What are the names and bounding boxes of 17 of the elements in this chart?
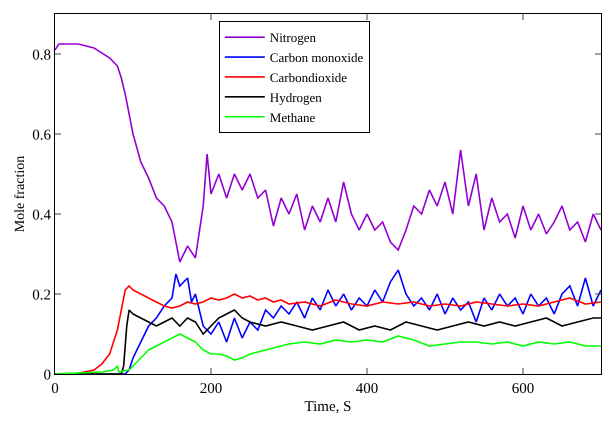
x-tick-label: 200 — [200, 381, 222, 397]
line-series — [55, 43, 601, 263]
y-tick-label: 0 — [44, 367, 51, 384]
y-tick-label: 0.4 — [32, 207, 52, 224]
line-series — [55, 333, 601, 374]
x-tick-label: 600 — [512, 381, 534, 397]
y-axis-title: Mole fraction — [12, 156, 28, 232]
y-tick-label: 0.6 — [32, 127, 52, 144]
x-tick-label: 400 — [356, 381, 378, 397]
legend-label: Carbon monoxide — [270, 50, 364, 66]
x-axis-title: Time, S — [304, 399, 352, 415]
legend-label: Methane — [270, 110, 316, 125]
y-tick-label: 0.2 — [32, 287, 51, 304]
legend-label: Carbondioxide — [270, 70, 348, 86]
legend-label: Hydrogen — [270, 90, 322, 105]
y-tick-label: 0.8 — [32, 47, 51, 64]
legend-label: Nitrogen — [270, 30, 317, 46]
